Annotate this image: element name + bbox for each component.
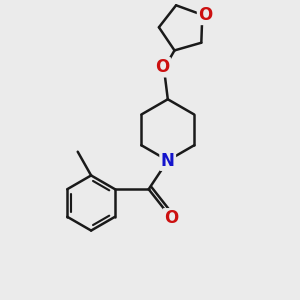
- Text: O: O: [164, 209, 178, 227]
- Text: O: O: [155, 58, 170, 76]
- Text: N: N: [161, 152, 175, 169]
- Text: O: O: [198, 6, 212, 24]
- Text: N: N: [161, 152, 175, 169]
